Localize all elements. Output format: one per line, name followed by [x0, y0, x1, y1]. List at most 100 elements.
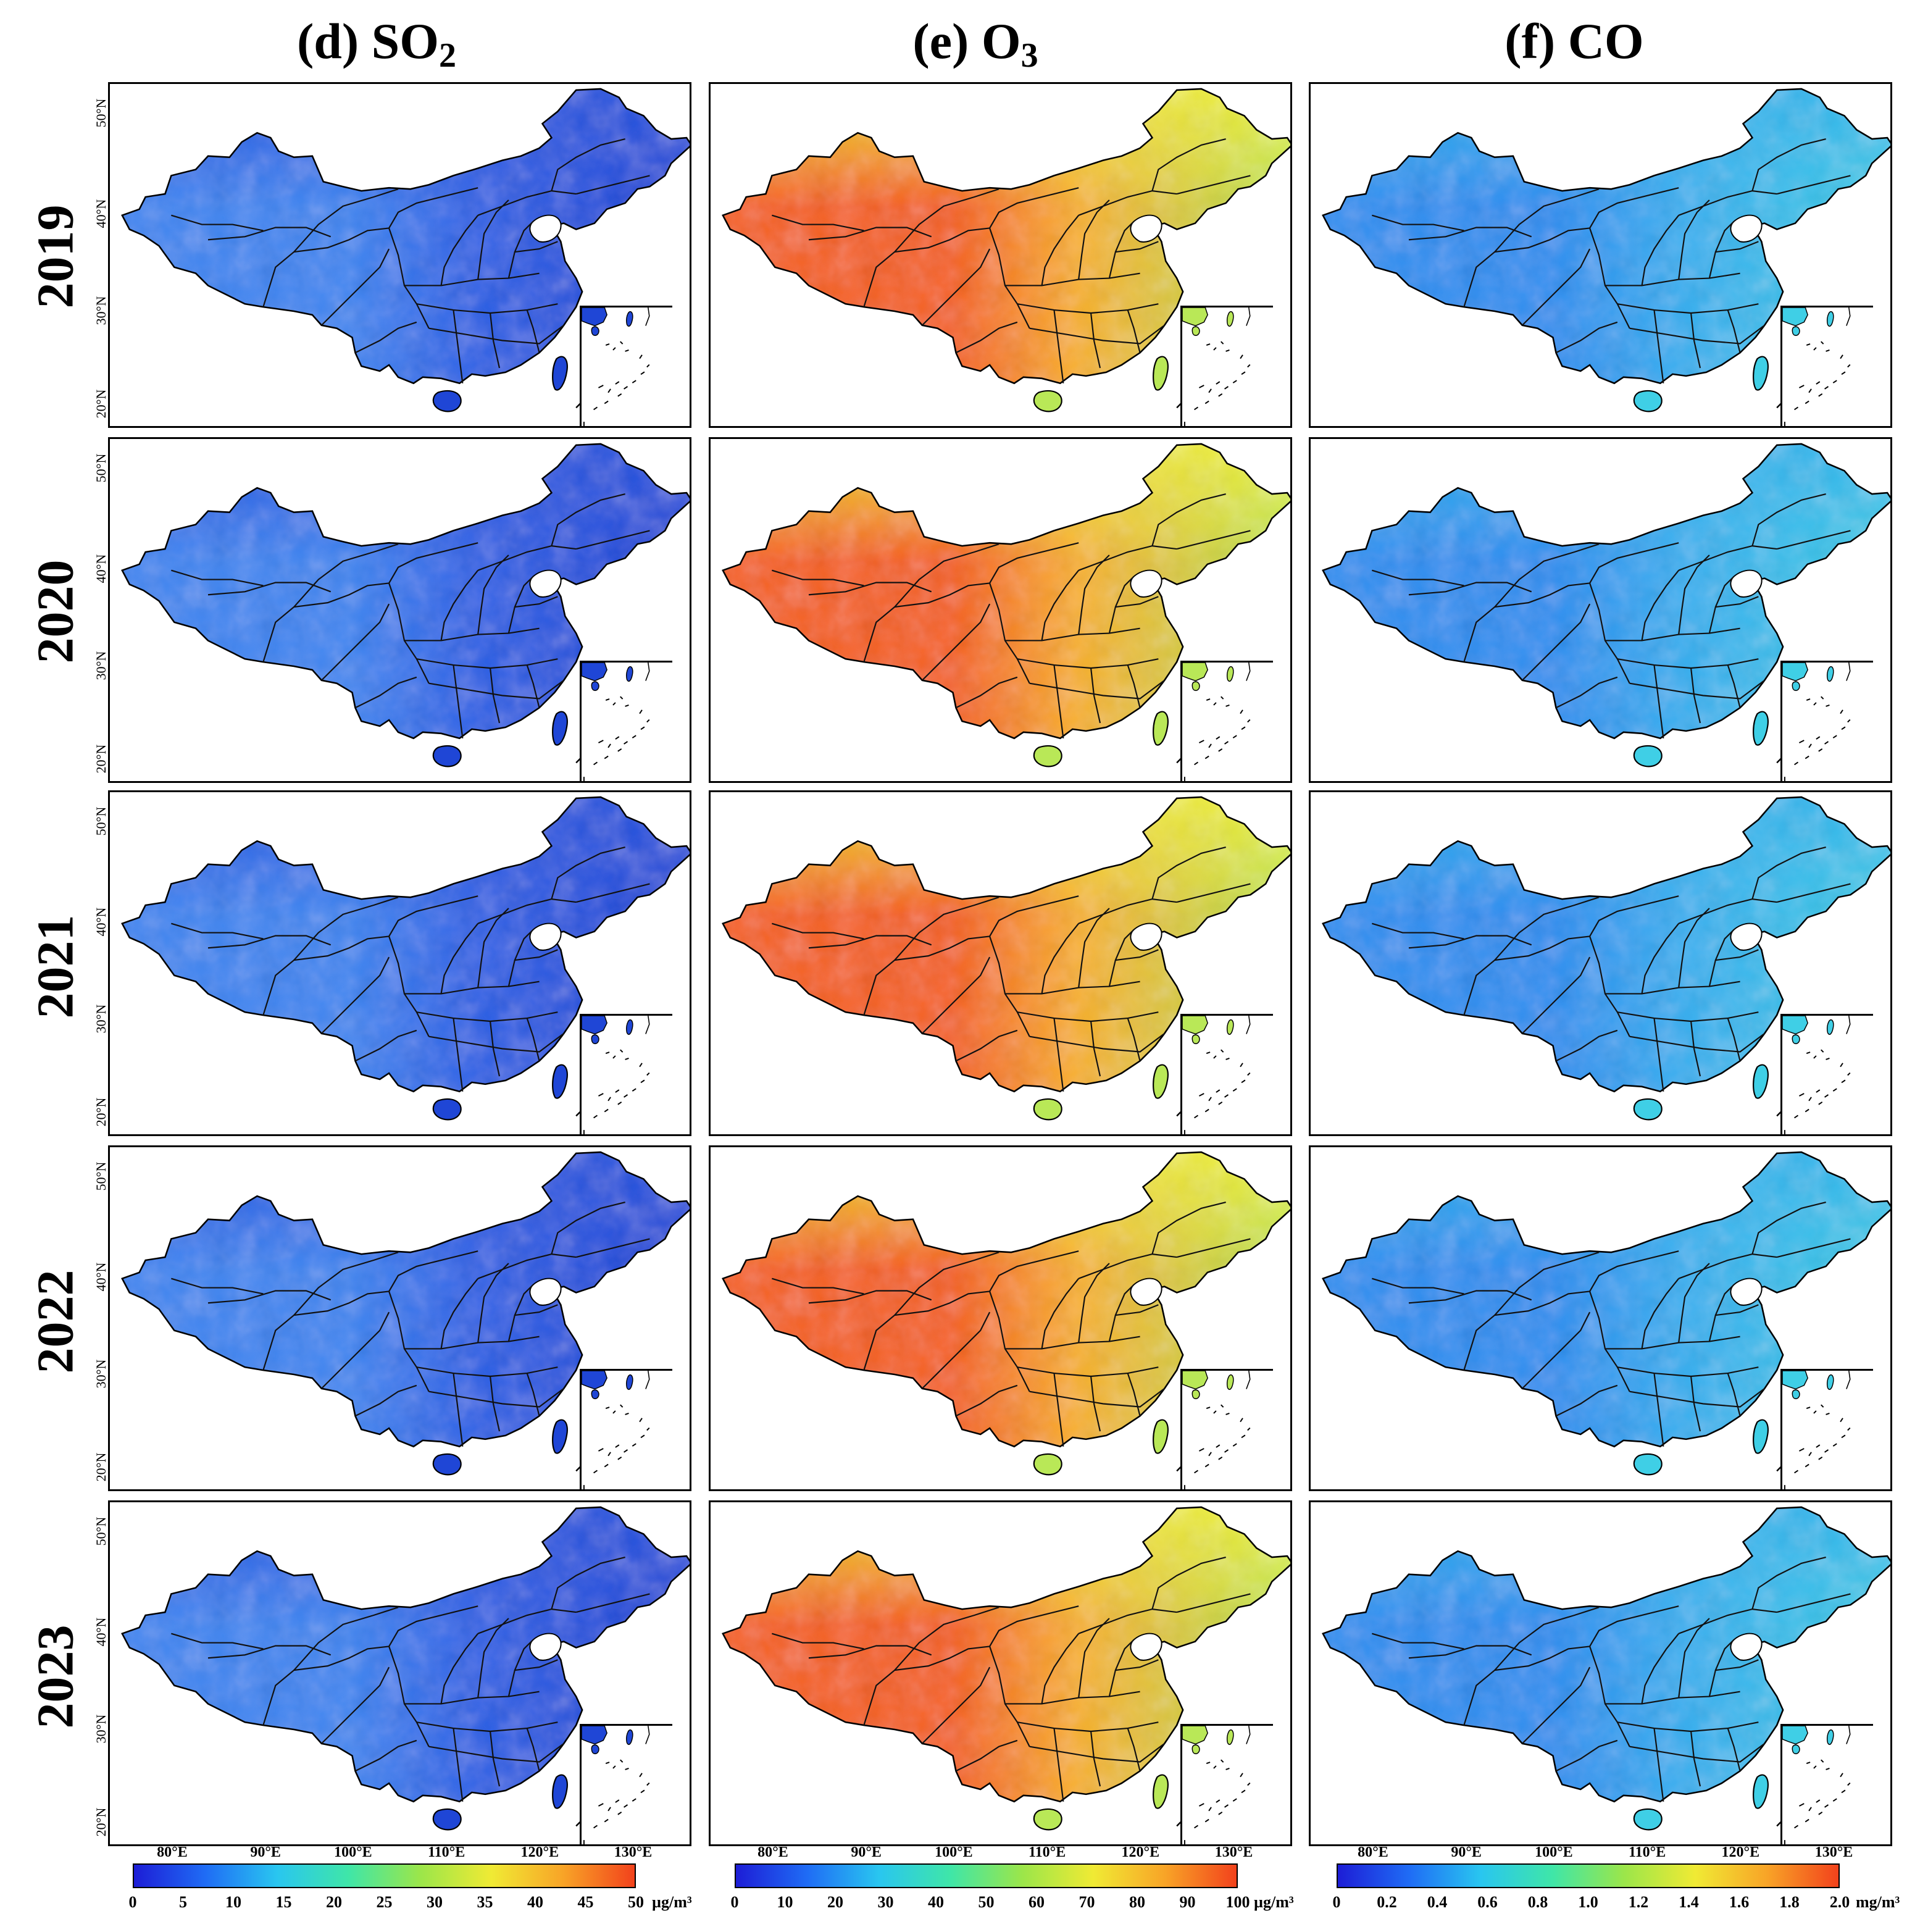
hainan-island [1033, 390, 1062, 412]
south-china-sea-inset-map [1782, 1016, 1851, 1134]
south-china-sea-inset-map [1782, 1726, 1851, 1844]
colorbar-tick-label: 0.2 [1377, 1893, 1397, 1911]
bohai-sea [529, 1278, 562, 1306]
colorbar-tick-label: 0.4 [1427, 1893, 1448, 1911]
china-map [722, 1151, 1290, 1476]
hainan-island [1633, 1098, 1663, 1121]
colorbar-tick-label: 2.0 [1829, 1893, 1850, 1911]
china-map [121, 1151, 690, 1476]
longitude-tick-label: 110°E [1028, 1844, 1066, 1860]
hainan-island [432, 745, 462, 767]
longitude-tick-label: 80°E [1358, 1844, 1388, 1860]
china-map [1322, 1151, 1890, 1476]
province-boundaries [171, 1556, 650, 1802]
map-panel-o3-2020 [709, 437, 1292, 783]
inset-frame [580, 1724, 672, 1844]
province-boundaries [1372, 1556, 1851, 1802]
colorbar-tick-label: 1.4 [1679, 1893, 1699, 1911]
south-china-sea-inset-map [582, 1371, 650, 1489]
colorbar-tick-label: 50 [978, 1893, 995, 1911]
map-panel-so2-2023 [108, 1500, 691, 1846]
column-title-o3: (e) O3 [833, 7, 1117, 75]
map-panel-co-2019 [1309, 82, 1892, 428]
inset-frame [1780, 1369, 1873, 1489]
inset-frame [1180, 1724, 1273, 1844]
colorbar-tick-label: 80 [1129, 1893, 1145, 1911]
colorbar-unit-label: µg/m³ [652, 1893, 692, 1911]
taiwan-island [1153, 1064, 1169, 1099]
colorbar-tick-label: 40 [928, 1893, 944, 1911]
south-china-sea-inset-map [1182, 663, 1251, 781]
hainan-island [432, 1808, 462, 1831]
colorbar-tick-label: 0 [1332, 1893, 1341, 1911]
longitude-tick-label: 90°E [1451, 1844, 1482, 1860]
province-boundaries [772, 846, 1251, 1092]
map-panel-so2-2019 [108, 82, 691, 428]
taiwan-island [552, 711, 568, 746]
bohai-sea [1730, 1278, 1763, 1306]
taiwan-island [1753, 1419, 1769, 1454]
year-label-2023: 2023 [27, 1625, 85, 1728]
bohai-sea [1130, 1278, 1162, 1306]
inset-frame [1780, 1724, 1873, 1844]
taiwan-island [1153, 1774, 1169, 1809]
map-panel-so2-2021 [108, 790, 691, 1136]
colorbar-tick-label: 1.8 [1779, 1893, 1800, 1911]
longitude-tick-label: 120°E [520, 1844, 559, 1860]
taiwan-island [552, 1419, 568, 1454]
south-china-sea-inset-map [1182, 307, 1251, 426]
province-boundaries [171, 493, 650, 738]
south-china-sea-inset-map [1782, 307, 1851, 426]
province-boundaries [171, 846, 650, 1092]
colorbar-tick-label: 10 [225, 1893, 241, 1911]
province-boundaries [1372, 1201, 1851, 1447]
colorbar-tick-label: 1.0 [1578, 1893, 1598, 1911]
hainan-island [432, 1453, 462, 1476]
longitude-tick-label: 100°E [334, 1844, 372, 1860]
colorbar-tick-label: 100 [1225, 1893, 1250, 1911]
colorbar-tick-label: 70 [1079, 1893, 1095, 1911]
colorbar-co [1337, 1863, 1840, 1888]
inset-frame [580, 306, 672, 426]
longitude-tick-label: 130°E [614, 1844, 653, 1860]
inset-frame [1180, 661, 1273, 781]
china-map [722, 88, 1290, 412]
map-panel-so2-2020 [108, 437, 691, 783]
longitude-tick-label: 80°E [157, 1844, 188, 1860]
taiwan-island [1153, 711, 1169, 746]
hainan-island [1033, 1453, 1062, 1476]
longitude-tick-label: 110°E [427, 1844, 465, 1860]
province-boundaries [772, 1556, 1251, 1802]
province-boundaries [772, 1201, 1251, 1447]
inset-frame [1780, 661, 1873, 781]
south-china-sea-inset-map [582, 307, 650, 426]
south-china-sea-inset-map [582, 663, 650, 781]
south-china-sea-inset-map [1182, 1371, 1251, 1489]
taiwan-island [552, 1064, 568, 1099]
province-boundaries [772, 138, 1251, 383]
china-map [1322, 796, 1890, 1121]
hainan-island [1633, 745, 1663, 767]
colorbar-tick-label: 1.2 [1628, 1893, 1649, 1911]
map-panel-o3-2021 [709, 790, 1292, 1136]
colorbar-tick-label: 1.6 [1729, 1893, 1750, 1911]
bohai-sea [529, 922, 562, 951]
bohai-sea [1730, 569, 1763, 598]
bohai-sea [1730, 1633, 1763, 1661]
province-boundaries [171, 138, 650, 383]
hainan-island [1633, 1453, 1663, 1476]
colorbar-tick-label: 15 [275, 1893, 292, 1911]
south-china-sea-inset-map [582, 1726, 650, 1844]
inset-frame [580, 1014, 672, 1134]
province-boundaries [1372, 846, 1851, 1092]
year-label-2019: 2019 [27, 204, 85, 308]
inset-frame [1180, 306, 1273, 426]
china-map [722, 1506, 1290, 1831]
bohai-sea [1130, 1633, 1162, 1661]
bohai-sea [1130, 922, 1162, 951]
inset-frame [1180, 1014, 1273, 1134]
taiwan-island [1753, 356, 1769, 391]
province-boundaries [171, 1201, 650, 1447]
china-map [1322, 443, 1890, 767]
colorbar-so2 [133, 1863, 636, 1888]
